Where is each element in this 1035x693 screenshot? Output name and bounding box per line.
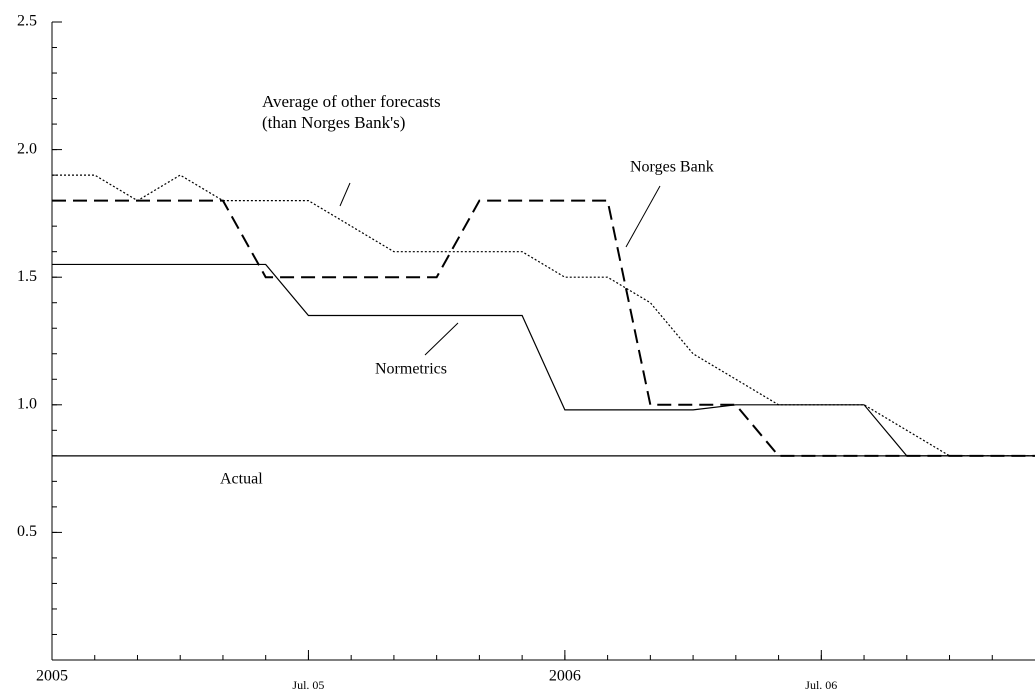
x-tick-label: 2006 bbox=[549, 668, 581, 685]
x-tick-label: Jul. 06 bbox=[805, 678, 837, 692]
x-tick-label: Jul. 05 bbox=[292, 678, 324, 692]
y-tick-label: 2.5 bbox=[17, 13, 37, 30]
series-label: Norges Bank bbox=[630, 159, 714, 176]
series-line bbox=[52, 174, 1035, 457]
series-label: Normetrics bbox=[375, 361, 447, 378]
leader-line bbox=[625, 185, 661, 248]
x-tick-label: 2005 bbox=[36, 668, 68, 685]
series-line bbox=[52, 199, 1035, 457]
series-line bbox=[52, 263, 1035, 457]
y-tick-label: 1.0 bbox=[17, 395, 37, 412]
y-tick-label: 0.5 bbox=[17, 523, 37, 540]
y-tick-label: 2.0 bbox=[17, 140, 37, 157]
leader-line bbox=[339, 182, 351, 207]
series-label: Actual bbox=[220, 471, 263, 488]
y-tick-label: 1.5 bbox=[17, 268, 37, 285]
leader-line bbox=[424, 322, 459, 356]
series-label: Average of other forecasts (than Norges … bbox=[262, 92, 441, 132]
